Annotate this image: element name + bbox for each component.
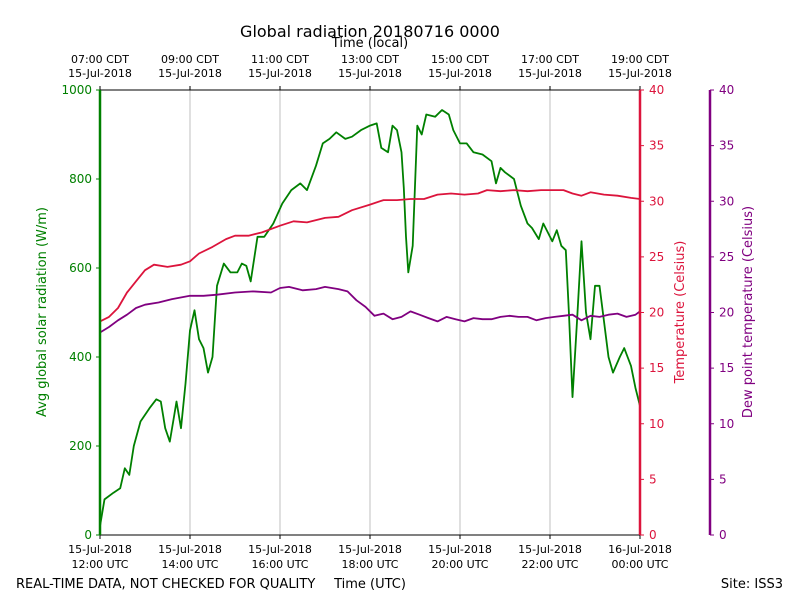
temperature-line bbox=[99, 189, 641, 323]
dewpoint-tick-label: 30 bbox=[719, 194, 734, 208]
top-tick-date: 15-Jul-2018 bbox=[68, 67, 132, 80]
radiation-tick-label: 800 bbox=[69, 172, 92, 186]
top-tick-time: 07:00 CDT bbox=[71, 53, 129, 66]
top-tick-date: 15-Jul-2018 bbox=[608, 67, 672, 80]
radiation-tick-label: 0 bbox=[84, 528, 92, 542]
bottom-tick-time: 14:00 UTC bbox=[161, 558, 218, 571]
radiation-axis-label: Avg global solar radiation (W/m) bbox=[35, 207, 50, 417]
temperature-tick-label: 30 bbox=[649, 194, 664, 208]
x-axis-label: Time (UTC) bbox=[333, 577, 406, 592]
bottom-tick-date: 15-Jul-2018 bbox=[248, 543, 312, 556]
top-tick-date: 15-Jul-2018 bbox=[518, 67, 582, 80]
site-label: Site: ISS3 bbox=[721, 577, 783, 592]
dewpoint-tick-label: 40 bbox=[719, 83, 734, 97]
chart-title: Global radiation 20180716 0000 bbox=[240, 22, 500, 41]
bottom-tick-date: 15-Jul-2018 bbox=[428, 543, 492, 556]
temperature-tick-label: 25 bbox=[649, 250, 664, 264]
radiation-line bbox=[99, 109, 641, 527]
radiation-tick-label: 600 bbox=[69, 261, 92, 275]
dewpoint-tick-label: 5 bbox=[719, 472, 727, 486]
bottom-tick-time: 20:00 UTC bbox=[431, 558, 488, 571]
top-tick-date: 15-Jul-2018 bbox=[158, 67, 222, 80]
dewpoint-tick-label: 20 bbox=[719, 306, 734, 320]
dewpoint-tick-label: 25 bbox=[719, 250, 734, 264]
top-tick-time: 13:00 CDT bbox=[341, 53, 399, 66]
top-tick-time: 11:00 CDT bbox=[251, 53, 309, 66]
bottom-tick-time: 00:00 UTC bbox=[611, 558, 668, 571]
top-tick-time: 17:00 CDT bbox=[521, 53, 579, 66]
radiation-tick-label: 1000 bbox=[61, 83, 92, 97]
temperature-tick-label: 35 bbox=[649, 139, 664, 153]
bottom-tick-time: 18:00 UTC bbox=[341, 558, 398, 571]
temperature-tick-label: 10 bbox=[649, 417, 664, 431]
temperature-tick-label: 40 bbox=[649, 83, 664, 97]
temperature-tick-label: 0 bbox=[649, 528, 657, 542]
dewpoint-tick-label: 35 bbox=[719, 139, 734, 153]
time-axes: 15-Jul-2018 12:00 UTC 15-Jul-2018 14:00 UTC… bbox=[68, 53, 672, 571]
bottom-tick-date: 15-Jul-2018 bbox=[68, 543, 132, 556]
dewpoint-tick-label: 0 bbox=[719, 528, 727, 542]
top-tick-time: 09:00 CDT bbox=[161, 53, 219, 66]
top-tick-time: 19:00 CDT bbox=[611, 53, 669, 66]
bottom-tick-date: 15-Jul-2018 bbox=[518, 543, 582, 556]
radiation-tick-label: 400 bbox=[69, 350, 92, 364]
temperature-tick-label: 15 bbox=[649, 361, 664, 375]
radiation-tick-label: 200 bbox=[69, 439, 92, 453]
dewpoint-line bbox=[99, 286, 641, 334]
plot-frame bbox=[98, 89, 712, 536]
quality-warning: REAL-TIME DATA, NOT CHECKED FOR QUALITY bbox=[16, 577, 315, 592]
bottom-tick-time: 16:00 UTC bbox=[251, 558, 308, 571]
top-tick-date: 15-Jul-2018 bbox=[428, 67, 492, 80]
value-axes: 0200400600800100005101520253035400510152… bbox=[61, 83, 734, 542]
bottom-tick-date: 15-Jul-2018 bbox=[338, 543, 402, 556]
bottom-tick-date: 15-Jul-2018 bbox=[158, 543, 222, 556]
data-series bbox=[99, 109, 641, 527]
top-tick-date: 15-Jul-2018 bbox=[248, 67, 312, 80]
top-tick-time: 15:00 CDT bbox=[431, 53, 489, 66]
top-axis-label: Time (local) bbox=[331, 36, 408, 51]
dewpoint-axis-label: Dew point temperature (Celsius) bbox=[741, 206, 756, 418]
dewpoint-tick-label: 15 bbox=[719, 361, 734, 375]
top-tick-date: 15-Jul-2018 bbox=[338, 67, 402, 80]
bottom-tick-time: 12:00 UTC bbox=[71, 558, 128, 571]
temperature-tick-label: 5 bbox=[649, 472, 657, 486]
bottom-tick-time: 22:00 UTC bbox=[521, 558, 578, 571]
temperature-axis-label: Temperature (Celsius) bbox=[673, 241, 688, 385]
bottom-tick-date: 16-Jul-2018 bbox=[608, 543, 672, 556]
dewpoint-tick-label: 10 bbox=[719, 417, 734, 431]
temperature-tick-label: 20 bbox=[649, 306, 664, 320]
